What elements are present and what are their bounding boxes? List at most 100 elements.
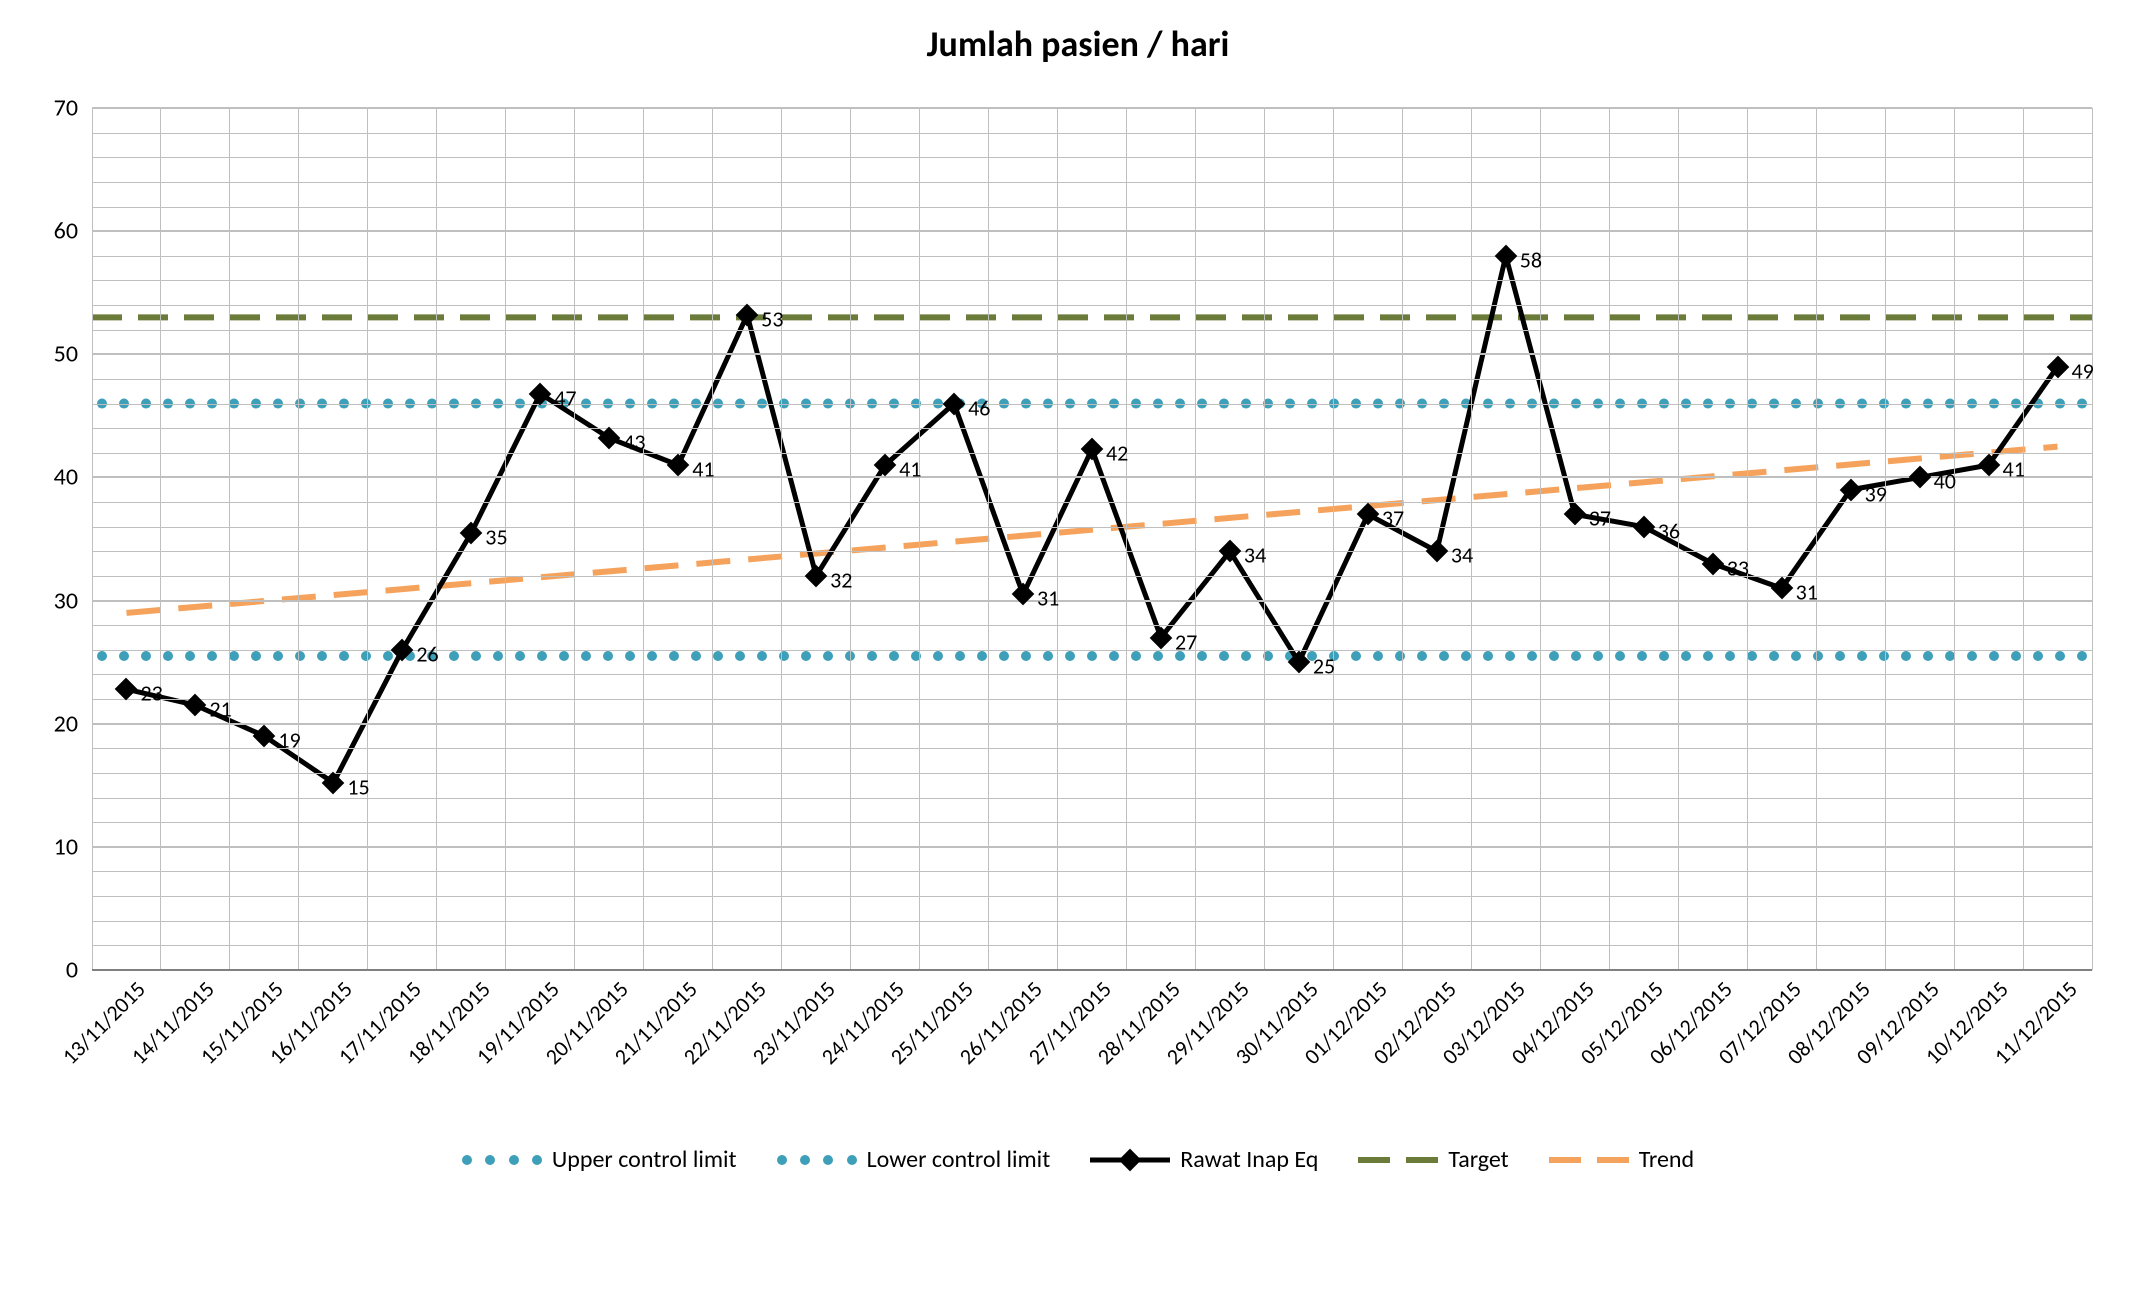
y-axis-tick-label: 70 xyxy=(54,94,92,123)
plot-area: 01020304050607013/11/201514/11/201515/11… xyxy=(92,108,2092,970)
gridline-minor-h xyxy=(92,207,2092,208)
gridline-v xyxy=(1264,108,1265,970)
gridline-v xyxy=(1540,108,1541,970)
chart-container: Jumlah pasien / hari 01020304050607013/1… xyxy=(0,0,2156,1316)
gridline-v xyxy=(781,108,782,970)
gridline-major-h xyxy=(92,723,2092,725)
legend-swatch xyxy=(1090,1152,1170,1168)
data-label: 40 xyxy=(1934,468,1956,495)
data-label: 25 xyxy=(1313,653,1335,680)
gridline-major-h xyxy=(92,846,2092,848)
gridline-major-h xyxy=(92,476,2092,478)
gridline-major-h xyxy=(92,230,2092,232)
gridline-minor-h xyxy=(92,133,2092,134)
gridline-v xyxy=(1057,108,1058,970)
data-label: 37 xyxy=(1589,505,1611,532)
y-axis-tick-label: 20 xyxy=(54,709,92,738)
gridline-v xyxy=(1747,108,1748,970)
gridline-minor-h xyxy=(92,551,2092,552)
data-label: 46 xyxy=(968,394,990,421)
data-label: 42 xyxy=(1106,440,1128,467)
gridline-minor-h xyxy=(92,305,2092,306)
data-label: 32 xyxy=(830,566,852,593)
data-label: 53 xyxy=(761,305,783,332)
y-axis-tick-label: 60 xyxy=(54,217,92,246)
legend-item: Upper control limit xyxy=(462,1145,737,1174)
gridline-major-h xyxy=(92,107,2092,109)
data-label: 31 xyxy=(1796,579,1818,606)
data-label: 27 xyxy=(1175,628,1197,655)
data-label: 39 xyxy=(1865,480,1887,507)
legend-label: Target xyxy=(1448,1145,1508,1174)
gridline-minor-h xyxy=(92,157,2092,158)
data-label: 41 xyxy=(899,456,921,483)
gridline-minor-h xyxy=(92,527,2092,528)
legend-swatch xyxy=(462,1155,542,1165)
gridline-v xyxy=(1195,108,1196,970)
gridline-minor-h xyxy=(92,896,2092,897)
y-axis-tick-label: 30 xyxy=(54,586,92,615)
legend-item: Target xyxy=(1358,1145,1508,1174)
gridline-minor-h xyxy=(92,921,2092,922)
data-label: 33 xyxy=(1727,554,1749,581)
gridline-v xyxy=(298,108,299,970)
data-label: 21 xyxy=(209,696,231,723)
gridline-minor-h xyxy=(92,798,2092,799)
gridline-v xyxy=(1402,108,1403,970)
gridline-v xyxy=(1609,108,1610,970)
data-label: 15 xyxy=(347,773,369,800)
gridline-v xyxy=(574,108,575,970)
data-label: 47 xyxy=(554,384,576,411)
gridline-minor-h xyxy=(92,674,2092,675)
gridline-v xyxy=(2023,108,2024,970)
gridline-v xyxy=(92,108,93,970)
gridline-minor-h xyxy=(92,280,2092,281)
data-label: 26 xyxy=(416,640,438,667)
gridline-minor-h xyxy=(92,945,2092,946)
data-label: 41 xyxy=(2003,456,2025,483)
data-label: 23 xyxy=(140,680,162,707)
data-label: 35 xyxy=(485,523,507,550)
gridline-v xyxy=(436,108,437,970)
legend-item: Rawat Inap Eq xyxy=(1090,1145,1318,1174)
gridline-v xyxy=(988,108,989,970)
y-axis-tick-label: 10 xyxy=(54,832,92,861)
gridline-major-h xyxy=(92,600,2092,602)
legend-item: Trend xyxy=(1549,1145,1694,1174)
data-label: 34 xyxy=(1451,542,1473,569)
data-label: 36 xyxy=(1658,517,1680,544)
data-label: 41 xyxy=(692,456,714,483)
legend-label: Lower control limit xyxy=(867,1145,1051,1174)
legend-label: Rawat Inap Eq xyxy=(1180,1145,1318,1174)
gridline-minor-h xyxy=(92,182,2092,183)
gridline-v xyxy=(1885,108,1886,970)
y-axis-tick-label: 0 xyxy=(66,956,92,985)
gridline-minor-h xyxy=(92,576,2092,577)
gridline-minor-h xyxy=(92,625,2092,626)
gridline-minor-h xyxy=(92,699,2092,700)
gridline-v xyxy=(367,108,368,970)
data-label: 31 xyxy=(1037,585,1059,612)
gridline-v xyxy=(229,108,230,970)
gridline-minor-h xyxy=(92,822,2092,823)
gridline-v xyxy=(2092,108,2093,970)
data-label: 43 xyxy=(623,429,645,456)
gridline-v xyxy=(1471,108,1472,970)
legend-label: Trend xyxy=(1639,1145,1694,1174)
chart-title: Jumlah pasien / hari xyxy=(0,22,2156,66)
gridline-v xyxy=(1126,108,1127,970)
gridline-minor-h xyxy=(92,871,2092,872)
gridline-v xyxy=(1333,108,1334,970)
gridline-minor-h xyxy=(92,748,2092,749)
gridline-minor-h xyxy=(92,502,2092,503)
legend: Upper control limit Lower control limit Ra… xyxy=(0,1145,2156,1174)
gridline-minor-h xyxy=(92,404,2092,405)
data-label: 58 xyxy=(1520,246,1542,273)
gridline-minor-h xyxy=(92,428,2092,429)
gridline-minor-h xyxy=(92,773,2092,774)
gridline-v xyxy=(160,108,161,970)
gridline-minor-h xyxy=(92,379,2092,380)
chart-svg xyxy=(92,108,2092,970)
gridline-v xyxy=(1954,108,1955,970)
data-label: 34 xyxy=(1244,542,1266,569)
